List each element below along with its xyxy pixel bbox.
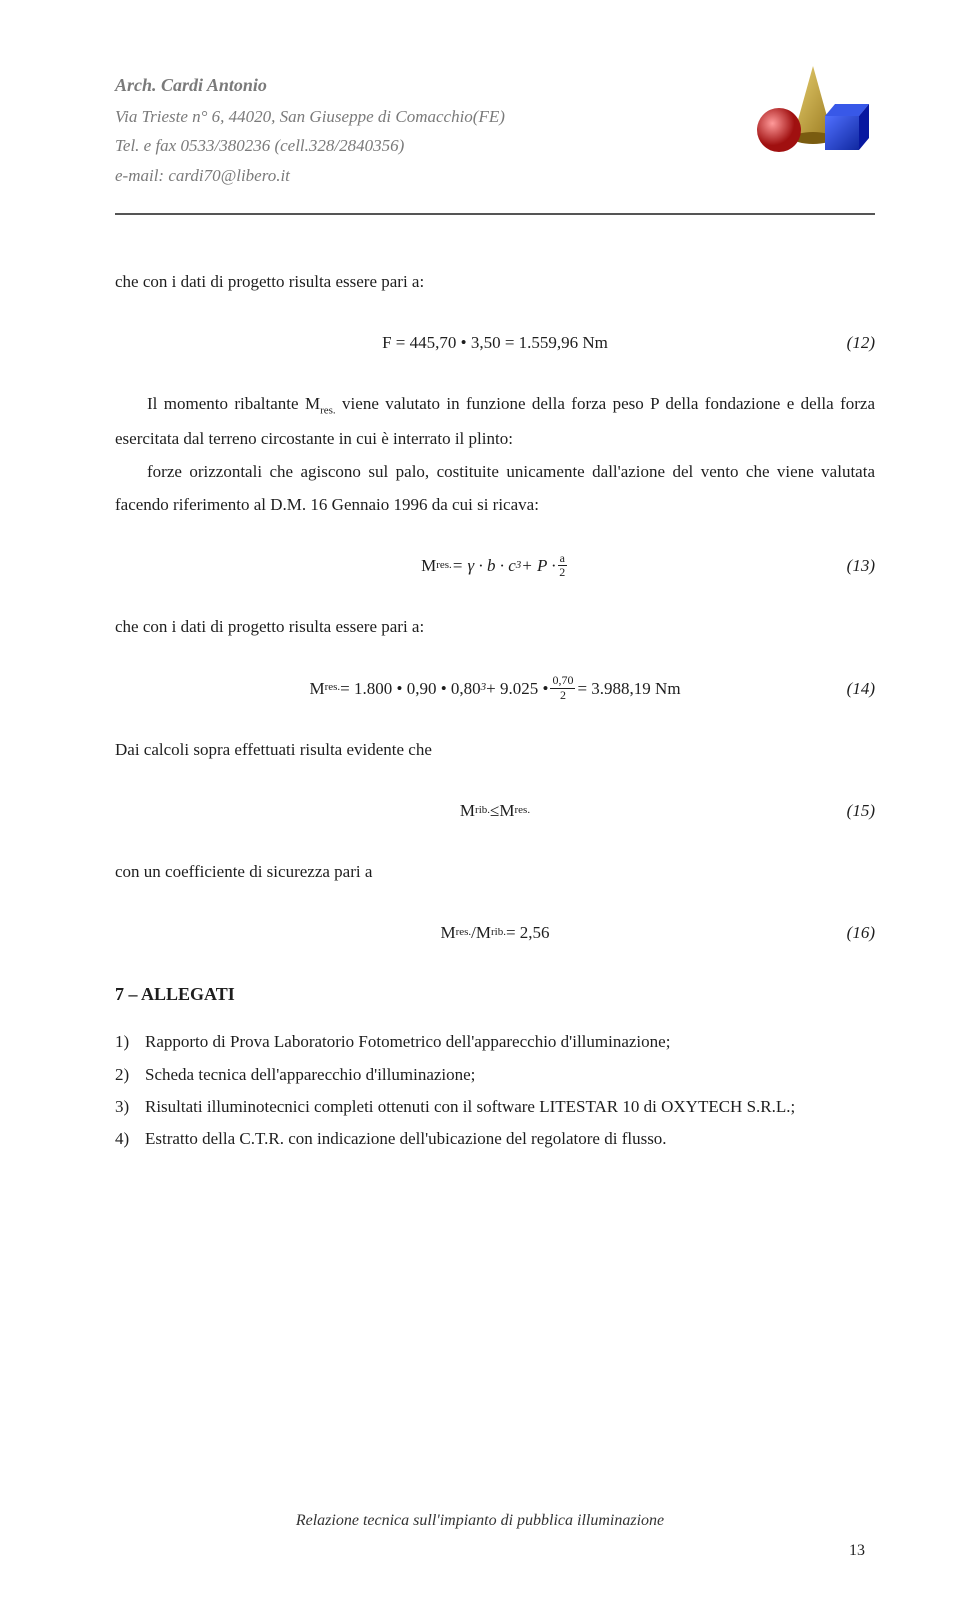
section-7-title: 7 – ALLEGATI [115,977,875,1012]
eq13-num: (13) [847,549,875,582]
eq12-text: F = 445,70 • 3,50 = 1.559,96 Nm [382,326,608,359]
coeff-para: con un coefficiente di sicurezza pari a [115,855,875,888]
header-shapes-icon [755,60,875,170]
page-number: 13 [849,1542,865,1560]
equation-12: F = 445,70 • 3,50 = 1.559,96 Nm (12) [115,326,875,359]
footer-title: Relazione tecnica sull'impianto di pubbl… [0,1512,960,1530]
evidente-para: Dai calcoli sopra effettuati risulta evi… [115,733,875,766]
equation-14: Mres. = 1.800 • 0,90 • 0,803 + 9.025 • 0… [115,672,875,705]
ribaltante-para: Il momento ribaltante Mres. viene valuta… [115,387,875,455]
list-item: 4)Estratto della C.T.R. con indicazione … [115,1123,875,1155]
header-divider [115,213,875,215]
intro-1: che con i dati di progetto risulta esser… [115,265,875,298]
letterhead: Arch. Cardi Antonio Via Trieste n° 6, 44… [115,70,875,191]
eq14-num: (14) [847,672,875,705]
eq15-num: (15) [847,794,875,827]
eq16-num: (16) [847,916,875,949]
equation-13: Mres. = γ · b · c3 + P · a2 (13) [115,549,875,582]
equation-16: Mres./Mrib. = 2,56 (16) [115,916,875,949]
equation-15: Mrib. ≤ Mres. (15) [115,794,875,827]
allegati-list: 1)Rapporto di Prova Laboratorio Fotometr… [115,1026,875,1155]
eq12-num: (12) [847,326,875,359]
document-body: che con i dati di progetto risulta esser… [115,265,875,1156]
list-item: 1)Rapporto di Prova Laboratorio Fotometr… [115,1026,875,1058]
forze-para: forze orizzontali che agiscono sul palo,… [115,455,875,521]
list-item: 3)Risultati illuminotecnici completi ott… [115,1091,875,1123]
intro-2: che con i dati di progetto risulta esser… [115,610,875,643]
list-item: 2)Scheda tecnica dell'apparecchio d'illu… [115,1059,875,1091]
